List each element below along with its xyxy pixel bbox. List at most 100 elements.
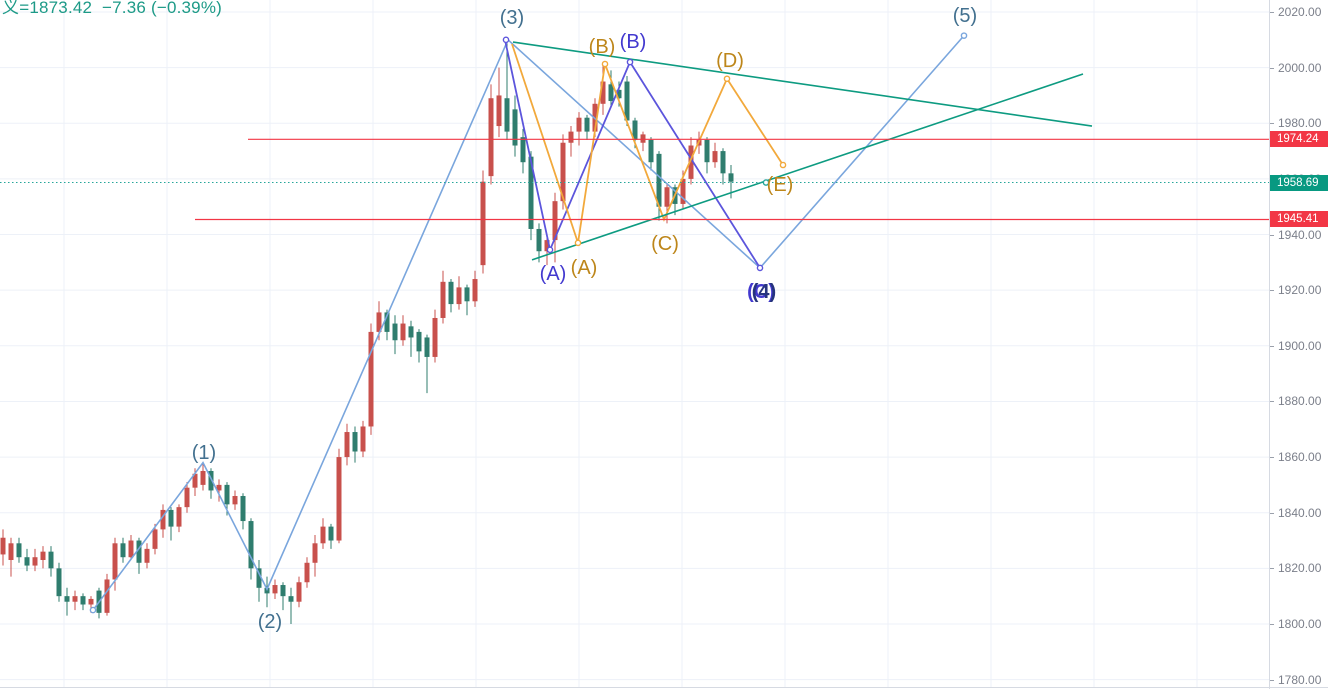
candle-body [576,117,582,132]
drawing-handle[interactable] [89,606,97,614]
ticker-ohlc-readout: 义=1873.42 −7.36 (−0.39%) [2,0,223,17]
wave-label-a-violet[interactable]: (A) [539,263,567,285]
candle-body [176,507,182,527]
axis-tick-mark [1270,623,1274,625]
axis-tick-label: 2000.00 [1278,60,1322,75]
resistance-price-tag: 1974.24 [1270,131,1328,148]
candle-body [136,540,142,563]
candle-body [368,331,374,427]
drawing-handle[interactable] [762,179,770,186]
drawing-handle[interactable] [779,161,787,169]
wave-label-b-orange[interactable]: (B) [588,36,616,58]
wave-label-a-orange[interactable]: (A) [570,257,598,279]
candle-body [104,579,110,613]
candle-body [608,84,614,102]
axis-tick-mark [1270,290,1274,292]
drawing-handle[interactable] [756,264,764,272]
candle-body [496,95,502,127]
axis-tick-mark [1270,512,1274,514]
candle-body [384,312,390,332]
candle-body [688,145,694,179]
axis-tick-label: 1840.00 [1278,505,1322,520]
ascending-trendline[interactable] [531,73,1084,261]
candle-body [160,509,166,530]
axis-tick-label: 1780.00 [1278,672,1322,687]
axis-tick-mark [1270,67,1274,69]
drawing-handle[interactable] [723,75,731,83]
wave-label-d-orange[interactable]: (D) [716,50,744,72]
candle-body [0,537,6,555]
candle-body [448,281,454,305]
axis-tick-label: 2020.00 [1278,5,1322,19]
wave-label-c-violet[interactable]: (C) [747,281,775,303]
candle-body [232,496,238,505]
price-axis[interactable]: 2020.002000.001980.001960.001940.001920.… [1269,0,1328,689]
wave-label-c-orange[interactable]: (C) [651,233,679,255]
candle-body [720,151,726,174]
support-price-tag: 1945.41 [1270,211,1328,228]
candle-body [200,470,206,485]
candle-body [616,89,622,99]
wave-label-b-violet[interactable]: (B) [619,31,647,53]
candle-body [192,473,198,488]
candle-body [440,281,446,318]
impulse-wave-line[interactable] [92,35,965,611]
drawing-handle[interactable] [960,32,968,39]
axis-tick-label: 1860.00 [1278,450,1322,465]
candle-body [400,323,406,341]
axis-tick-label: 1880.00 [1278,394,1322,409]
axis-tick-label: 1900.00 [1278,338,1322,353]
candle-body [344,432,350,458]
candle-body [488,98,494,177]
wave-label-4[interactable]: (4) [751,281,777,303]
candle-body [304,562,310,583]
candle-body [352,432,358,452]
candle-body [32,557,38,566]
axis-tick-mark [1270,401,1274,403]
candle-body [8,543,14,560]
candle-body [224,484,230,505]
axis-tick-mark [1270,679,1274,681]
axis-tick-label: 1940.00 [1278,227,1322,242]
candle-body [664,187,670,207]
candle-body [432,317,438,357]
candle-body [24,557,30,566]
candle-body [424,337,430,357]
drawing-handle[interactable] [626,58,634,66]
candle-body [48,551,54,569]
current-price-tag: 1958.69 [1270,174,1328,191]
candle-body [208,470,214,491]
drawing-handle[interactable] [574,239,582,247]
candle-body [624,81,630,121]
wave-label-2[interactable]: (2) [257,611,283,633]
candle-body [248,521,254,569]
descending-trendline[interactable] [512,41,1093,127]
candle-body [168,509,174,527]
candle-body [40,551,46,560]
orange-abcde-line[interactable] [511,43,784,244]
axis-tick-label: 1920.00 [1278,283,1322,298]
candle-body [336,457,342,541]
candle-body [240,496,246,522]
candle-body [256,568,262,588]
wave-label-e-orange[interactable]: (E) [766,174,794,196]
axis-tick-label: 1980.00 [1278,116,1322,131]
candle-body [648,139,654,163]
drawing-handle[interactable] [546,246,554,254]
candle-body [184,487,190,508]
drawing-handle[interactable] [601,60,609,68]
wave-label-3[interactable]: (3) [499,7,525,29]
candle-body [216,484,222,491]
candle-body [72,596,78,602]
candle-body [392,323,398,341]
time-axis-border [0,687,1328,688]
violet-abc-line[interactable] [504,39,761,269]
candle-body [128,540,134,558]
wave-label-5[interactable]: (5) [952,5,978,27]
drawing-handle[interactable] [502,36,510,44]
wave-label-1[interactable]: (1) [191,442,217,464]
axis-tick-mark [1270,123,1274,125]
candle-body [360,426,366,452]
